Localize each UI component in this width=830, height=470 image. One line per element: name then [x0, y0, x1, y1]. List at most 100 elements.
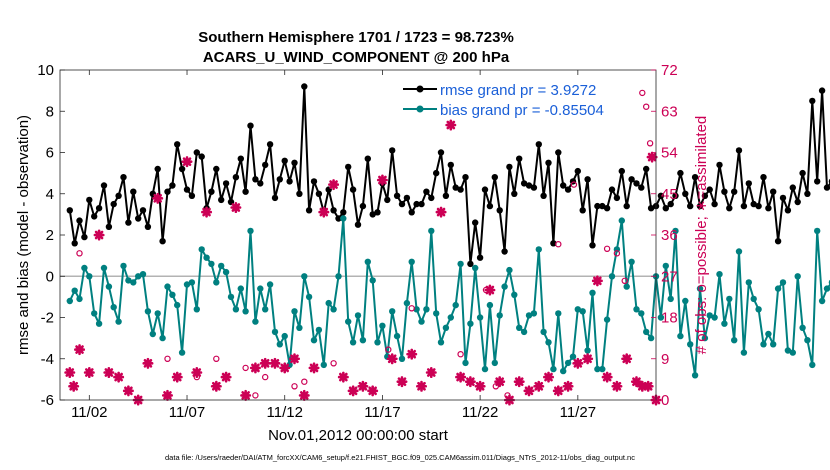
possible-obs-point: [613, 250, 621, 257]
x-tick-label: 11/22: [462, 404, 498, 421]
rmse-point: [398, 200, 406, 208]
rmse-point: [672, 192, 679, 199]
bias-point: [750, 295, 757, 303]
y-right-tick-label: 72: [661, 62, 678, 79]
rmse-point: [447, 161, 454, 169]
bias-point: [491, 359, 498, 367]
rmse-point: [691, 174, 699, 181]
assimilated-obs-point: [230, 202, 242, 213]
bias-point: [779, 279, 787, 286]
rmse-point: [296, 190, 303, 197]
assimilated-obs-point: [259, 357, 271, 369]
rmse-point: [164, 188, 171, 195]
rmse-point: [608, 186, 616, 193]
y-right-tick-label: 9: [661, 351, 669, 368]
assimilated-obs-point: [376, 174, 388, 186]
bias-point: [86, 273, 93, 280]
assimilated-obs-point: [396, 376, 408, 388]
bias-point: [178, 349, 186, 356]
rmse-point: [354, 221, 362, 228]
bias-point: [633, 306, 640, 313]
bias-point: [227, 293, 235, 301]
rmse-point: [794, 198, 801, 206]
rmse-point: [711, 200, 718, 208]
rmse-point: [154, 165, 161, 173]
rmse-point: [540, 192, 547, 199]
bias-point: [369, 277, 376, 284]
possible-obs-point: [242, 364, 249, 372]
possible-obs-point: [408, 305, 415, 312]
legend-bias-label: bias grand pr = -0.85504: [440, 102, 604, 119]
bias-point: [662, 262, 669, 270]
assimilated-obs-point: [220, 371, 232, 383]
rmse-point: [403, 194, 411, 202]
bias-point: [745, 279, 752, 286]
rmse-point: [266, 141, 274, 148]
bias-point: [135, 273, 142, 280]
x-tick-label: 11/17: [364, 404, 400, 421]
y-right-tick-label: 18: [661, 310, 678, 327]
rmse-point: [193, 149, 200, 156]
rmse-point: [667, 200, 674, 208]
rmse-point: [462, 174, 469, 181]
rmse-point: [662, 205, 669, 212]
rmse-point: [183, 186, 191, 193]
assimilated-obs-point: [113, 371, 125, 383]
rmse-point: [335, 215, 342, 222]
bias-point: [315, 326, 323, 334]
rmse-point: [188, 192, 196, 199]
bias-point: [310, 337, 318, 344]
rmse-point: [374, 209, 381, 216]
assimilated-obs-point: [337, 371, 349, 383]
bias-point: [203, 254, 210, 261]
assimilated-obs-point: [210, 380, 222, 392]
assimilated-obs-point: [630, 376, 642, 388]
bias-point: [789, 349, 796, 356]
bias-point: [169, 291, 176, 298]
bias-point: [564, 359, 572, 367]
bias-point: [364, 258, 371, 265]
rmse-point: [701, 192, 709, 199]
assimilated-obs-point: [445, 119, 457, 131]
rmse-point: [178, 165, 186, 173]
rmse-point: [174, 141, 181, 148]
assimilated-obs-point: [308, 362, 320, 374]
assimilated-obs-point: [386, 353, 398, 365]
bias-point: [266, 281, 274, 288]
rmse-point: [232, 174, 240, 181]
rmse-point: [418, 200, 425, 208]
bias-point: [389, 308, 396, 315]
bias-point: [520, 328, 528, 336]
bias-point: [716, 271, 723, 278]
assimilated-obs-point: [406, 348, 418, 360]
rmse-point: [91, 213, 98, 220]
y-left-tick-label: 6: [46, 145, 54, 162]
bias-point: [516, 324, 523, 331]
y-left-tick-label: -2: [41, 310, 54, 327]
rmse-point: [643, 165, 650, 173]
bias-point: [398, 355, 406, 362]
bias-point: [183, 281, 191, 288]
bias-point: [320, 361, 327, 369]
bias-point: [188, 279, 196, 286]
y-right-tick-label: 63: [661, 103, 678, 120]
assimilated-obs-point: [552, 385, 564, 397]
rmse-point: [530, 184, 538, 191]
y-axis-label-left: rmse and bias (model - observation): [15, 115, 32, 355]
rmse-point: [301, 83, 308, 90]
assimilated-obs-point: [279, 362, 291, 374]
rmse-point: [393, 192, 401, 199]
assimilated-obs-point: [64, 367, 76, 378]
rmse-point: [125, 219, 132, 226]
assimilated-obs-point: [161, 389, 173, 401]
rmse-point: [799, 169, 806, 177]
assimilated-obs-point: [533, 380, 545, 392]
rmse-point: [545, 159, 552, 166]
rmse-point: [130, 188, 137, 195]
bias-point: [579, 308, 586, 315]
rmse-point: [716, 161, 723, 169]
bias-point: [232, 306, 240, 313]
rmse-point: [476, 254, 484, 261]
bias-point: [657, 314, 665, 321]
bias-point: [452, 301, 459, 309]
